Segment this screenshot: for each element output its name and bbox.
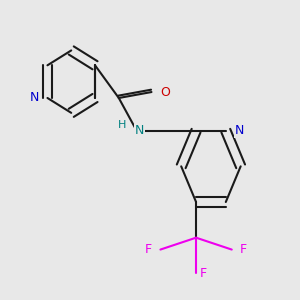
Text: H: H [118,120,126,130]
Text: F: F [145,243,152,256]
Text: N: N [235,124,244,137]
Text: F: F [200,267,207,280]
Text: N: N [29,92,39,104]
Text: O: O [160,85,170,98]
Text: N: N [135,124,144,137]
Text: F: F [240,243,247,256]
